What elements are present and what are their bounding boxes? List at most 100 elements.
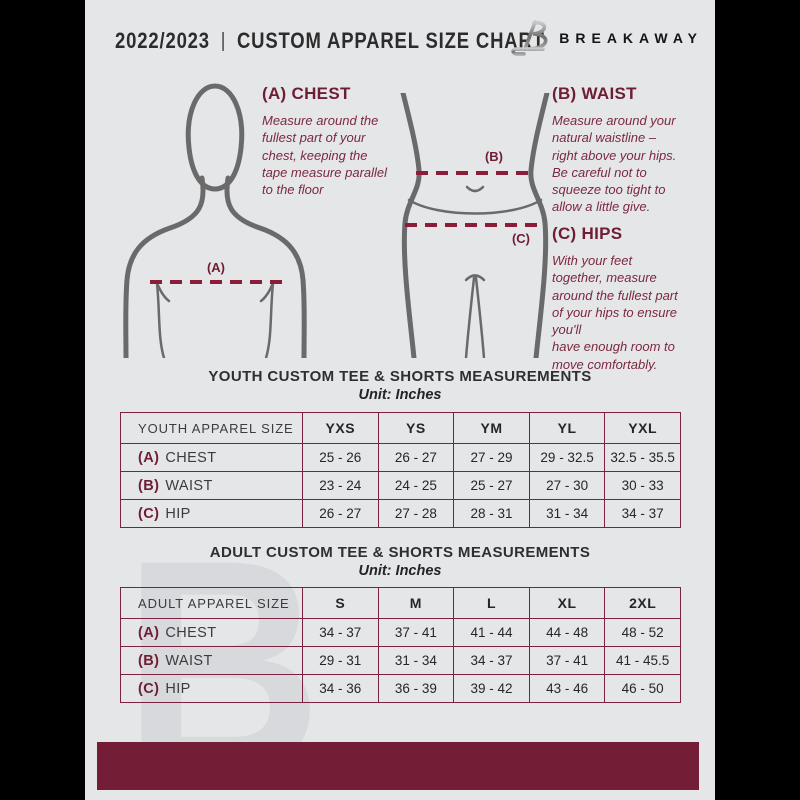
waist-guide-block: (B) WAIST Measure around your natural wa… — [552, 84, 712, 216]
adult-size-table: ADULT APPAREL SIZE S M L XL 2XL (A) CHEST… — [120, 587, 681, 703]
size-value: 27 - 29 — [453, 443, 530, 472]
size-header: YS — [377, 412, 455, 444]
hips-guide-block: (C) HIPS With your feet together, measur… — [552, 224, 717, 373]
title-text: CUSTOM APPAREL SIZE CHART — [236, 28, 545, 53]
size-value: 27 - 28 — [377, 499, 455, 528]
size-header: YXS — [302, 412, 379, 444]
table-header-row: ADULT APPAREL SIZE S M L XL 2XL — [120, 587, 681, 619]
measure-row-label: (C) HIP — [120, 674, 303, 703]
measure-row-label: (A) CHEST — [120, 443, 303, 472]
table-row: (A) CHEST 25 - 26 26 - 27 27 - 29 29 - 32… — [120, 443, 681, 472]
youth-section-unit: Unit: Inches — [358, 387, 442, 403]
figure-crotch-line — [464, 274, 486, 282]
size-value: 41 - 45.5 — [604, 646, 681, 675]
chest-guide-text: Measure around the fullest part of your … — [262, 113, 388, 198]
figure-left-armpit-line — [155, 281, 171, 303]
size-value: 29 - 32.5 — [528, 443, 606, 472]
size-value: 48 - 52 — [604, 618, 681, 647]
size-header: XL — [528, 587, 606, 619]
size-value: 41 - 44 — [453, 618, 530, 647]
size-value: 34 - 37 — [302, 618, 379, 647]
row-name: HIP — [165, 505, 191, 522]
table-row: (B) WAIST 23 - 24 24 - 25 25 - 27 27 - 30… — [120, 471, 681, 500]
figure-right-shoulder-outline — [224, 175, 307, 358]
size-header: 2XL — [604, 587, 681, 619]
row-name: CHEST — [165, 449, 217, 466]
brand-name: BREAKAWAY — [559, 30, 703, 46]
size-value: 34 - 36 — [302, 674, 379, 703]
table-header-row: YOUTH APPAREL SIZE YXS YS YM YL YXL — [120, 412, 681, 444]
size-value: 36 - 39 — [377, 674, 455, 703]
size-header: YM — [453, 412, 530, 444]
row-marker: (B) — [138, 652, 160, 669]
size-value: 26 - 27 — [302, 499, 379, 528]
document-title: 2022/2023 | CUSTOM APPAREL SIZE CHART — [115, 28, 545, 54]
row-name: WAIST — [165, 652, 213, 669]
figure-right-leg-line — [474, 276, 486, 358]
table-row: (C) HIP 26 - 27 27 - 28 28 - 31 31 - 34 3… — [120, 499, 681, 528]
size-value: 37 - 41 — [377, 618, 455, 647]
figure-navel-line — [465, 185, 485, 193]
row-name: CHEST — [165, 624, 217, 641]
hips-guide-heading: (C) HIPS — [552, 224, 623, 243]
size-value: 46 - 50 — [604, 674, 681, 703]
row-marker: (C) — [138, 505, 160, 522]
size-chart-page: B 2022/2023 | CUSTOM APPAREL SIZE CHART — [85, 0, 715, 800]
footer-bar — [97, 742, 699, 790]
table-row: (A) CHEST 34 - 37 37 - 41 41 - 44 44 - 48… — [120, 618, 681, 647]
title-year: 2022/2023 — [115, 28, 210, 53]
size-header: S — [302, 587, 379, 619]
table-row: (C) HIP 34 - 36 36 - 39 39 - 42 43 - 46 4… — [120, 674, 681, 703]
size-value: 34 - 37 — [604, 499, 681, 528]
youth-section-title: YOUTH CUSTOM TEE & SHORTS MEASUREMENTS — [208, 368, 592, 385]
youth-size-column-title: YOUTH APPAREL SIZE — [120, 412, 303, 444]
size-value: 23 - 24 — [302, 471, 379, 500]
measurement-guide: (A) (B) (C) (A) CHEST Measure around the… — [85, 0, 715, 375]
figure-left-leg-line — [464, 276, 476, 358]
chest-figure-illustration: (A) — [123, 83, 307, 358]
row-marker: (A) — [138, 624, 160, 641]
row-marker: (B) — [138, 477, 160, 494]
size-value: 24 - 25 — [377, 471, 455, 500]
size-header: M — [377, 587, 455, 619]
adult-section-unit: Unit: Inches — [358, 563, 442, 579]
size-value: 29 - 31 — [302, 646, 379, 675]
row-marker: (C) — [138, 680, 160, 697]
size-value: 39 - 42 — [453, 674, 530, 703]
breakaway-logo-icon — [511, 20, 548, 56]
measure-row-label: (B) WAIST — [120, 471, 303, 500]
waist-hip-figure-illustration: (B) (C) — [400, 93, 550, 358]
measure-row-label: (C) HIP — [120, 499, 303, 528]
brand-lockup: BREAKAWAY — [510, 16, 703, 60]
row-marker: (A) — [138, 449, 160, 466]
waist-marker-label: (B) — [485, 149, 503, 164]
hips-guide-text: With your feet together, measure around … — [552, 253, 678, 372]
row-name: HIP — [165, 680, 191, 697]
figure-hip-curve-line — [407, 198, 543, 215]
size-value: 25 - 27 — [453, 471, 530, 500]
figure-left-hip-outline — [400, 93, 422, 358]
size-value: 31 - 34 — [377, 646, 455, 675]
size-value: 31 - 34 — [528, 499, 606, 528]
figure-left-torso-line — [155, 281, 166, 358]
measure-row-label: (B) WAIST — [120, 646, 303, 675]
size-value: 27 - 30 — [528, 471, 606, 500]
hip-marker-label: (C) — [512, 231, 530, 246]
size-value: 37 - 41 — [528, 646, 606, 675]
row-name: WAIST — [165, 477, 213, 494]
measure-row-label: (A) CHEST — [120, 618, 303, 647]
title-separator: | — [220, 29, 227, 52]
table-row: (B) WAIST 29 - 31 31 - 34 34 - 37 37 - 41… — [120, 646, 681, 675]
adult-section-title: ADULT CUSTOM TEE & SHORTS MEASUREMENTS — [209, 544, 591, 561]
chest-marker-label: (A) — [207, 260, 225, 275]
waist-guide-heading: (B) WAIST — [552, 84, 637, 103]
size-value: 25 - 26 — [302, 443, 379, 472]
size-header: YXL — [604, 412, 681, 444]
size-value: 44 - 48 — [528, 618, 606, 647]
youth-size-table: YOUTH APPAREL SIZE YXS YS YM YL YXL (A) C… — [120, 412, 681, 528]
size-value: 28 - 31 — [453, 499, 530, 528]
figure-left-shoulder-outline — [123, 175, 206, 358]
figure-right-hip-outline — [528, 93, 550, 358]
figure-head-outline — [185, 83, 245, 192]
